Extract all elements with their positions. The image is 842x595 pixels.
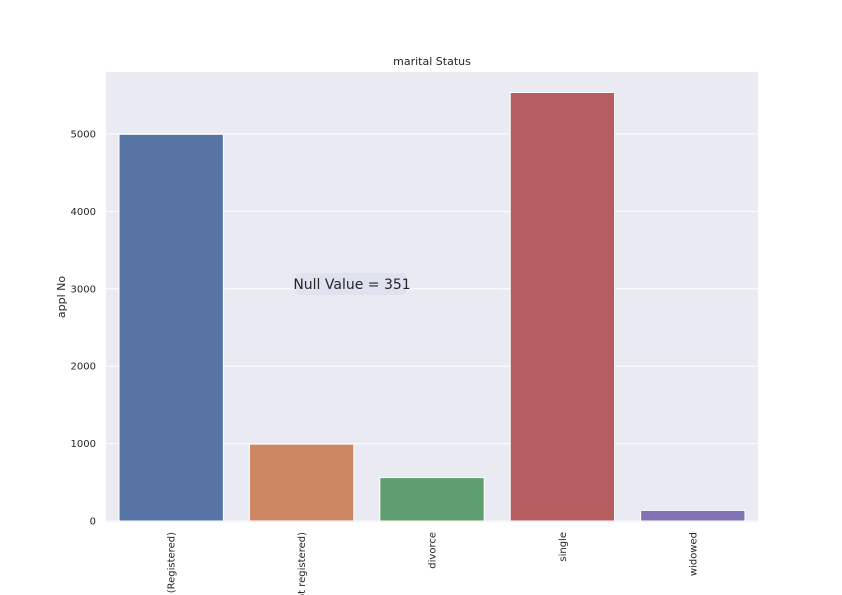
bar — [248, 443, 355, 522]
bar — [640, 509, 746, 522]
y-tick-label: 5000 — [71, 129, 96, 140]
bars — [118, 92, 746, 522]
x-tick-label: widowed — [688, 532, 699, 576]
bar — [509, 92, 616, 522]
bar — [118, 133, 224, 522]
annotation-text: Null Value = 351 — [293, 277, 410, 293]
x-tick-label: (Registered) — [167, 532, 178, 593]
chart-title: marital Status — [393, 55, 471, 68]
x-tick-label: divorce — [428, 532, 439, 569]
x-tick-label: single — [558, 532, 569, 562]
y-tick-label: 0 — [90, 517, 96, 528]
y-tick-labels: 0 1000 2000 3000 4000 5000 — [71, 129, 96, 527]
bar — [379, 477, 485, 522]
x-tick-label: ot registered) — [297, 532, 308, 595]
annotation-box: Null Value = 351 — [293, 273, 411, 295]
y-tick-label: 3000 — [71, 284, 96, 295]
y-axis-label: appl No — [55, 276, 68, 318]
annotation-background — [296, 273, 406, 295]
x-tick-labels: (Registered) ot registered) divorce single w… — [167, 532, 700, 595]
y-tick-label: 2000 — [71, 362, 96, 373]
y-tick-label: 4000 — [71, 207, 96, 218]
y-tick-label: 1000 — [71, 439, 96, 450]
